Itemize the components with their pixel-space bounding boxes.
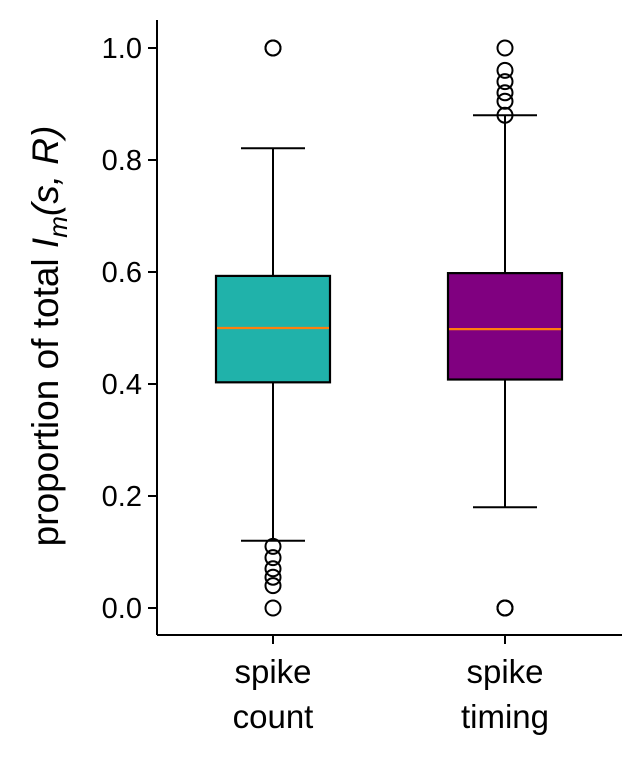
y-tick-label: 0.0 <box>102 593 142 625</box>
y-tick-label: 0.6 <box>102 257 142 289</box>
outlier-point <box>496 73 514 91</box>
outlier-point <box>264 560 282 578</box>
boxes <box>214 39 564 617</box>
x-category-label-line2: count <box>233 698 314 735</box>
y-axis-label-symbol: I <box>25 238 66 248</box>
outlier-point <box>264 537 282 555</box>
y-axis-label-prefix: proportion of total <box>25 248 66 546</box>
outlier-point <box>496 599 514 617</box>
y-axis-label-args: (s, R) <box>25 126 66 216</box>
y-tick-label: 0.2 <box>102 481 142 513</box>
y-tick-label: 1.0 <box>102 33 142 65</box>
box-group <box>214 39 332 617</box>
x-axis-categories: spike count spike timing <box>233 635 549 735</box>
x-category-label-line1: spike <box>466 653 543 690</box>
box-rect <box>214 274 332 384</box>
y-axis-label: proportion of total Im(s, R) <box>25 126 73 547</box>
outlier-point <box>264 599 282 617</box>
outlier-point <box>264 568 282 586</box>
outlier-point <box>264 549 282 567</box>
plot-area: 0.0 0.2 0.4 0.6 0.8 1.0 spike count spike timing <box>102 20 622 735</box>
outlier-point <box>496 39 514 57</box>
outlier-point <box>496 84 514 102</box>
y-tick-label: 0.4 <box>102 369 142 401</box>
y-tick-label: 0.8 <box>102 145 142 177</box>
box-group <box>446 39 564 617</box>
box-rect <box>446 272 564 381</box>
x-category-label-line2: timing <box>461 698 549 735</box>
y-axis-ticks: 0.0 0.2 0.4 0.6 0.8 1.0 <box>102 33 157 625</box>
outlier-point <box>496 61 514 79</box>
outlier-point <box>264 39 282 57</box>
outlier-point <box>496 92 514 110</box>
y-axis-label-subscript: m <box>43 216 73 238</box>
outlier-point <box>264 577 282 595</box>
x-category-label-line1: spike <box>234 653 311 690</box>
